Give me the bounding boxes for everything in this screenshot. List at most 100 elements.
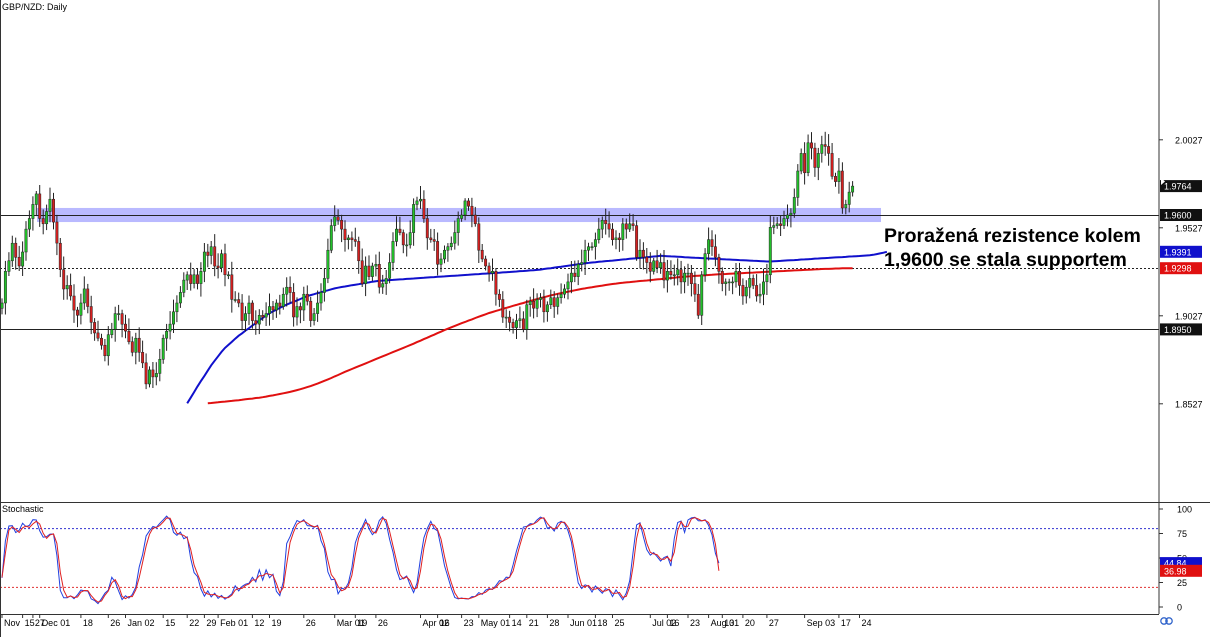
candle-93 [319,283,323,311]
candle-76 [261,310,265,321]
candle-110 [377,251,381,294]
candle-228 [782,210,786,229]
candle-126 [432,229,436,251]
candle-7 [24,221,28,261]
candle-body-174 [597,228,601,240]
candle-152 [521,311,525,333]
time-tick-label-31: 13 [724,618,734,628]
candle-169 [580,249,584,272]
candle-body-205 [703,253,707,276]
candle-body-170 [583,249,587,263]
candle-body-129 [443,249,446,260]
candle-182 [624,218,628,239]
candle-178 [611,223,614,246]
candle-body-64 [220,253,223,269]
candle-body-169 [580,262,584,265]
candle-body-126 [432,239,436,242]
candle-21 [72,284,76,323]
candle-body-71 [244,313,247,321]
candle-body-38 [130,341,134,353]
candle-37 [127,318,131,345]
link-chart-icon[interactable] [1160,617,1173,625]
candle-66 [226,271,230,280]
candle-body-238 [816,153,820,168]
candle-body-201 [689,272,693,284]
candle-95 [326,238,330,284]
candle-153 [525,299,529,340]
candle-99 [340,214,344,243]
candle-68 [233,291,237,303]
candle-body-138 [473,214,477,225]
candle-5 [17,245,21,271]
time-tick-label-28: 16 [669,618,679,628]
candle-11 [38,185,42,227]
candle-164 [563,284,566,299]
candle-131 [449,236,453,251]
candle-body-32 [110,329,114,335]
candle-206 [707,227,711,261]
candle-132 [453,220,457,250]
candle-122 [419,186,422,209]
candle-body-187 [641,249,645,258]
candle-body-137 [470,205,474,216]
candle-body-152 [521,318,525,330]
candle-body-244 [837,170,841,182]
current-price-marker-icon [1161,178,1165,185]
candle-body-161 [552,297,556,307]
candle-8 [27,210,31,237]
candle-body-37 [127,330,131,343]
candle-246 [844,199,848,215]
candle-142 [487,262,491,282]
candle-body-47 [161,337,165,360]
candle-19 [65,275,69,300]
candle-body-233 [799,153,803,172]
annotation-line-2: 1,9600 se stala supportem [884,249,1127,271]
candle-body-27 [93,322,97,334]
candle-17 [58,238,62,278]
candle-body-132 [453,232,457,244]
candle-225 [772,216,776,235]
candle-body-75 [257,315,261,325]
candle-239 [820,135,824,163]
candle-15 [52,192,55,230]
candle-173 [593,232,597,260]
candle-112 [384,270,388,295]
candle-body-25 [86,288,90,307]
candle-100 [343,220,347,252]
candle-body-46 [158,359,162,374]
candle-body-90 [309,300,313,321]
candle-118 [405,233,409,257]
candle-body-96 [329,225,333,251]
time-tick-label-34: Sep 03 [807,618,836,628]
candle-body-67 [230,274,234,300]
candle-58 [199,262,203,297]
title-background [1,1,61,12]
price-flag-0: 1.9764 [1160,180,1202,193]
candle-237 [813,142,817,177]
candle-body-36 [124,323,127,332]
candle-body-172 [590,246,594,248]
stochastic-flag-1-label: 36.98 [1164,566,1187,576]
candle-body-178 [611,228,614,240]
candle-149 [511,318,515,334]
candle-body-177 [607,223,611,230]
candle-60 [206,243,210,268]
time-tick-label-30: Aug 01 [711,618,740,628]
stochastic-flag-1: 36.98 [1160,564,1202,577]
candle-42 [144,353,148,390]
candle-193 [662,250,666,289]
candle-176 [604,208,608,235]
candle-229 [786,204,789,227]
candle-185 [635,220,639,261]
candle-186 [638,239,642,269]
candle-body-28 [96,332,100,339]
candle-body-1 [3,271,7,304]
candle-body-229 [786,214,789,219]
candle-body-224 [768,227,772,276]
candle-34 [117,304,121,321]
candle-74 [254,310,258,335]
candle-body-7 [24,228,28,253]
candle-body-179 [614,237,618,240]
candle-body-131 [449,242,453,247]
candle-body-218 [748,278,752,288]
